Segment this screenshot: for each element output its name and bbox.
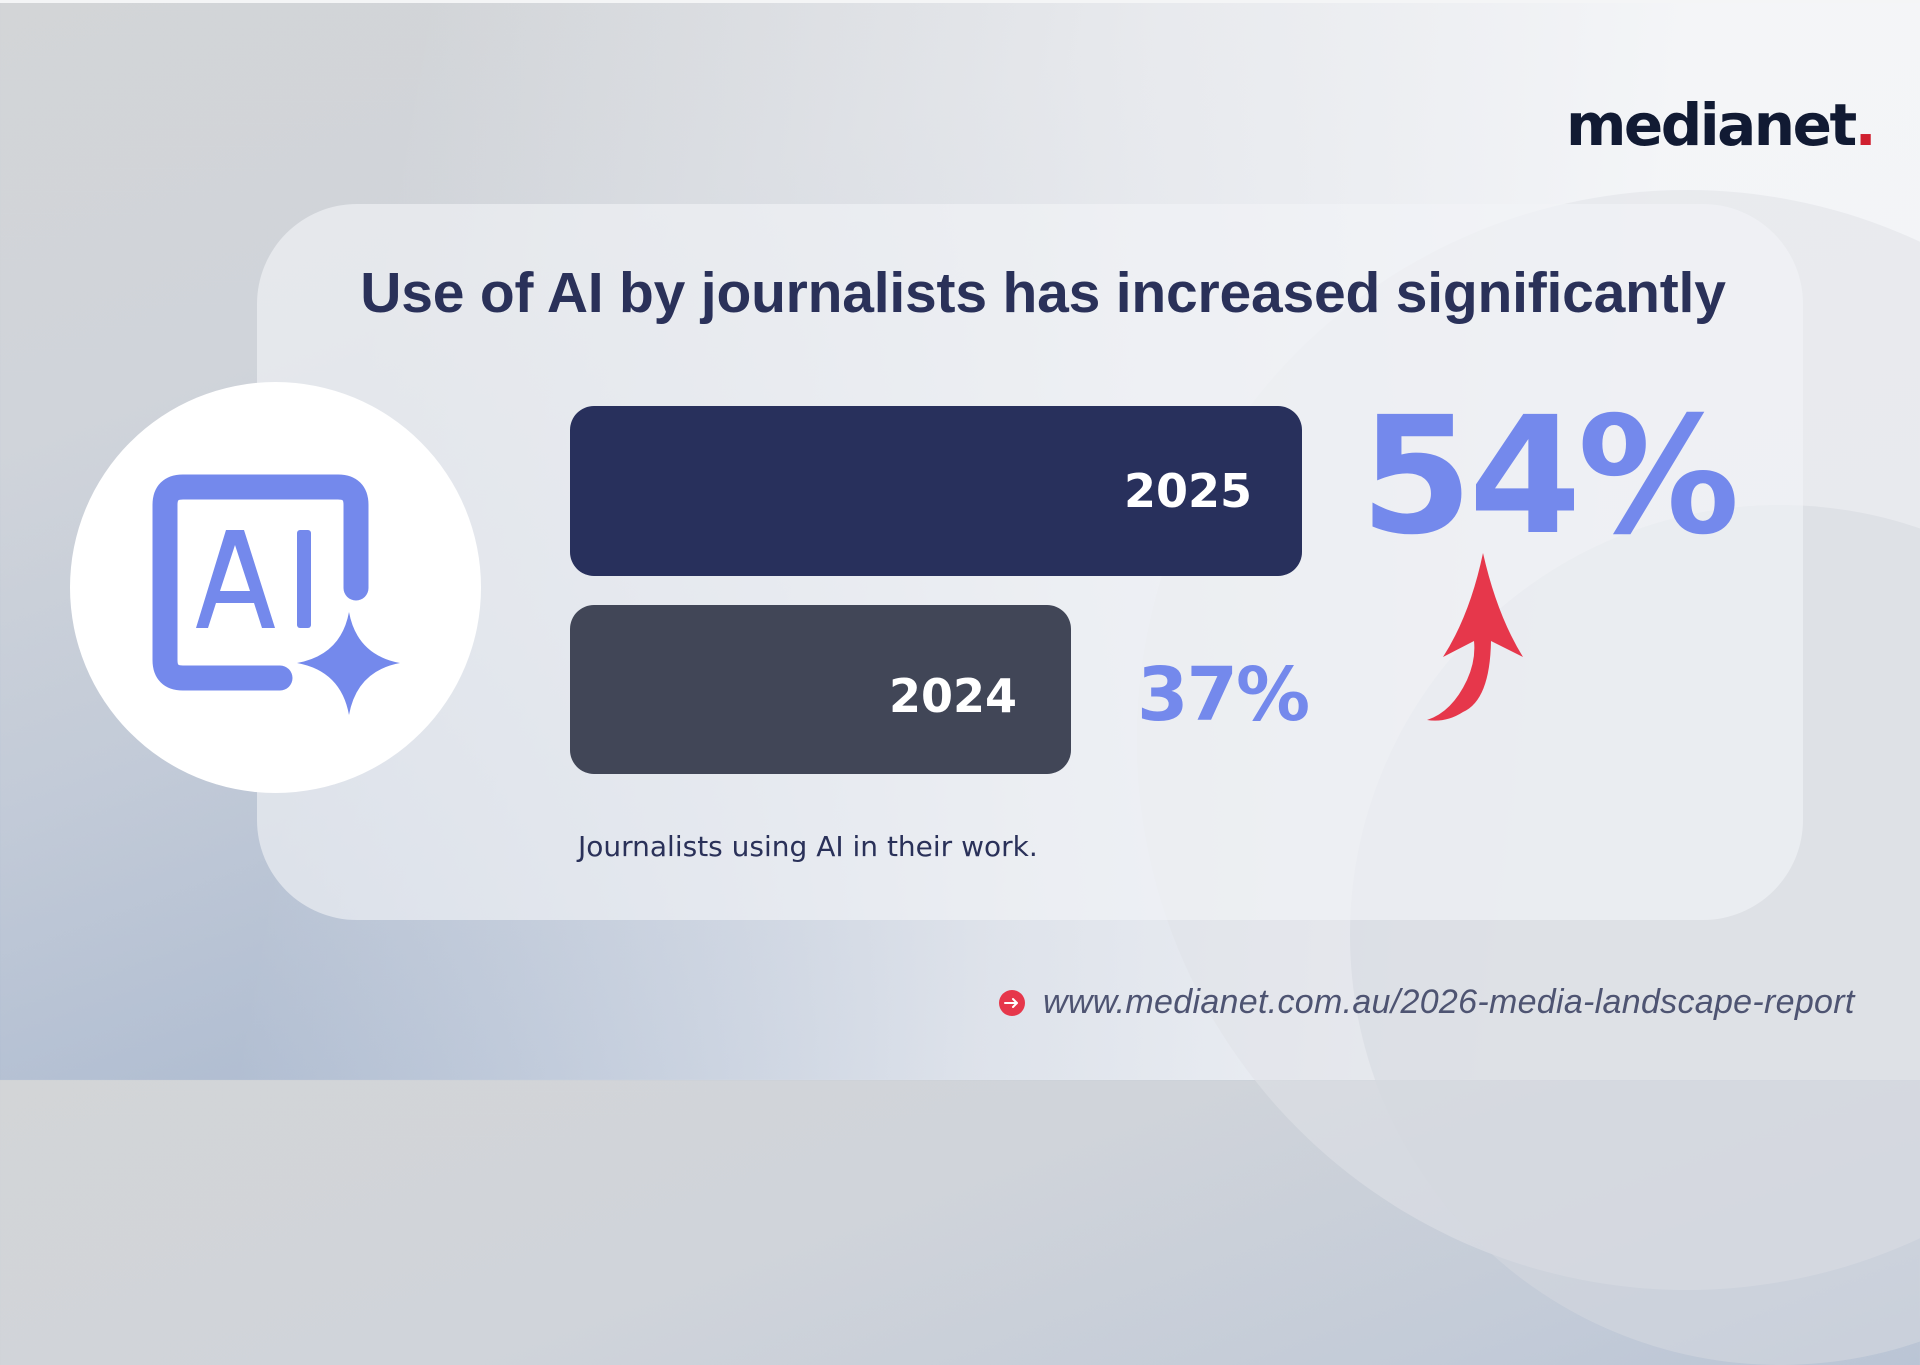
increase-arrow-icon xyxy=(1427,553,1523,721)
medianet-logo: medianet. xyxy=(1566,96,1877,154)
top-edge-line xyxy=(0,0,1920,3)
chart-caption: Journalists using AI in their work. xyxy=(578,830,1038,863)
footer-link[interactable]: www.medianet.com.au/2026-media-landscape… xyxy=(999,983,1855,1022)
ai-icon-badge xyxy=(70,382,481,793)
logo-text: medianet xyxy=(1566,91,1857,159)
value-label-2025: 54% xyxy=(1360,383,1740,571)
bar-label-2024: 2024 xyxy=(888,668,1017,723)
bar-label-2025: 2025 xyxy=(1123,464,1252,518)
bar-2024: 2024 xyxy=(570,605,1071,774)
ai-sparkle-icon xyxy=(152,474,400,715)
arrow-right-circle-icon xyxy=(999,989,1025,1016)
logo-dot: . xyxy=(1854,91,1877,159)
value-label-2024: 37% xyxy=(1137,652,1310,738)
page-title: Use of AI by journalists has increased s… xyxy=(360,261,1726,325)
report-url-link[interactable]: www.medianet.com.au/2026-media-landscape… xyxy=(1043,983,1855,1021)
bar-2025: 2025 xyxy=(570,406,1302,576)
